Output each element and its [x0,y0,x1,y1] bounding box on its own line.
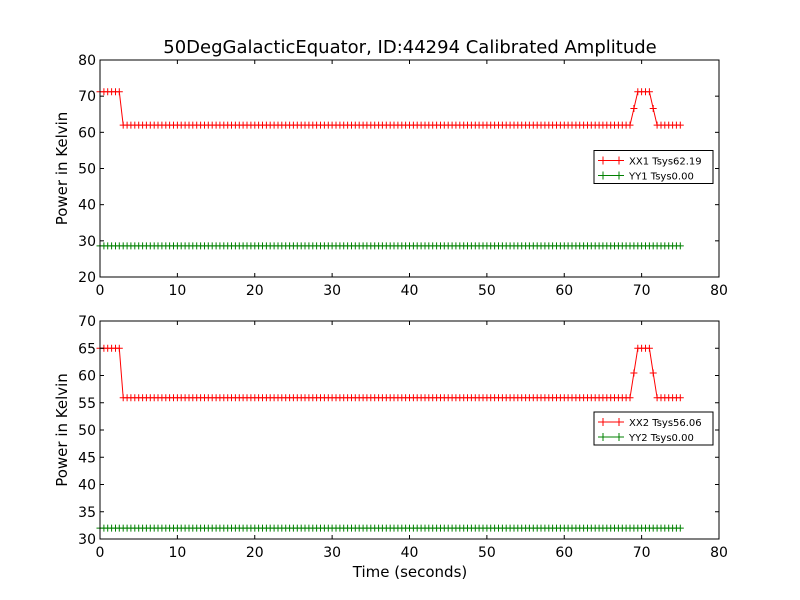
legend: XX2 Tsys56.06 YY2 Tsys0.00 [593,411,714,446]
series-xx [96,344,684,402]
y-tick-label: 50 [78,423,96,439]
legend-label: YY2 Tsys0.00 [628,433,694,444]
y-tick-label: 35 [78,505,96,521]
legend-label: YY1 Tsys0.00 [628,172,694,183]
x-tick-label: 30 [323,283,341,299]
y-tick-label: 70 [78,314,96,330]
y-tick-label: 30 [78,532,96,548]
chart-title: 50DegGalacticEquator, ID:44294 Calibrate… [163,37,656,58]
legend-marker [602,171,620,180]
upper-plot: 0 10 20 30 40 50 60 70 80 20 30 40 50 60 70 80 Power in … [53,53,728,299]
y-tick-label: 55 [78,396,96,412]
y-tick-label: 20 [78,270,96,286]
x-tick-label: 50 [478,545,496,561]
x-tick-label: 60 [555,545,573,561]
y-tick-label: 40 [78,198,96,214]
legend-box [593,150,714,184]
legend-label: XX2 Tsys56.06 [629,418,702,429]
x-tick-label: 40 [401,283,419,299]
y-tick-label: 80 [78,53,96,69]
legend-marker [602,156,620,165]
legend-marker [602,418,620,426]
series-markers [96,242,684,250]
x-tick-label: 40 [401,545,419,561]
x-tick-label: 10 [168,545,186,561]
y-tick-label: 70 [78,89,96,105]
series-line [100,347,681,399]
legend-box [593,411,714,446]
legend-marker [602,433,620,441]
series-markers [96,524,684,532]
series-xx [96,88,684,129]
x-tick-label: 70 [633,283,651,299]
x-tick-label: 20 [246,283,264,299]
x-tick-label: 20 [246,545,264,561]
x-tick-label: 80 [710,283,728,299]
series-line [100,91,681,126]
y-tick-label: 40 [78,478,96,494]
x-tick-label: 0 [96,545,105,561]
y-axis-label: Power in Kelvin [53,373,71,487]
x-tick-label: 70 [633,545,651,561]
legend-label: XX1 Tsys62.19 [629,157,702,168]
series-yy [96,242,684,250]
x-tick-label: 10 [168,283,186,299]
y-tick-label: 60 [78,125,96,141]
x-tick-label: 50 [478,283,496,299]
lower-plot: 0 10 20 30 40 50 60 70 80 30 35 40 45 50 55 60 65 70 Power… [53,314,728,561]
x-tick-label: 60 [555,283,573,299]
series-markers [96,344,684,402]
legend: XX1 Tsys62.19 YY1 Tsys0.00 [593,150,714,184]
x-axis-label: Time (seconds) [352,563,468,581]
x-tick-label: 30 [323,545,341,561]
y-tick-label: 50 [78,162,96,178]
x-tick-label: 0 [96,283,105,299]
y-tick-label: 60 [78,369,96,385]
x-tick-label: 80 [710,545,728,561]
y-tick-label: 45 [78,450,96,466]
series-yy [96,524,684,532]
series-markers [96,88,684,129]
y-axis-label: Power in Kelvin [53,112,71,226]
y-tick-label: 65 [78,341,96,357]
y-tick-label: 30 [78,234,96,250]
